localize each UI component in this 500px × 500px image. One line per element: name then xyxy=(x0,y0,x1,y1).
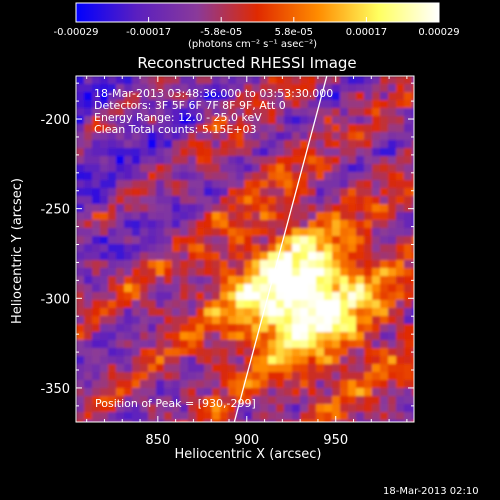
peak-position-label: Position of Peak = [930,-299] xyxy=(95,397,256,410)
x-tick-label: 850 xyxy=(145,433,170,448)
y-axis-label: Heliocentric Y (arcsec) xyxy=(10,178,25,324)
colorbar-ticks: -0.00029 -0.00017 -5.8e-05 5.8e-05 0.00017 0.… xyxy=(54,17,460,38)
colorbar-tick-label: -5.8e-05 xyxy=(200,27,242,38)
colorbar xyxy=(76,3,439,22)
annotation-energy-range: Energy Range: 12.0 - 25.0 keV xyxy=(94,111,262,124)
annotation-clean-counts: Clean Total counts: 5.15E+03 xyxy=(94,123,257,136)
x-tick-label: 950 xyxy=(323,433,348,448)
y-tick-label: -250 xyxy=(40,203,70,218)
colorbar-tick-label: 0.00017 xyxy=(346,27,387,38)
annotation-time-range: 18-Mar-2013 03:48:36.000 to 03:53:30.000 xyxy=(94,87,334,100)
colorbar-tick-label: -0.00017 xyxy=(126,27,171,38)
colorbar-frame xyxy=(75,2,440,23)
x-axis-ticks: 850 900 950 xyxy=(86,76,408,448)
colorbar-tick-label: 5.8e-05 xyxy=(275,27,313,38)
colorbar-tick-label: 0.00029 xyxy=(418,27,459,38)
colorbar-tick-label: -0.00029 xyxy=(54,27,99,38)
y-tick-label: -350 xyxy=(40,382,70,397)
y-axis-ticks: -200 -250 -300 -350 xyxy=(40,82,414,407)
y-tick-label: -200 xyxy=(40,113,70,128)
x-axis-label: Heliocentric X (arcsec) xyxy=(175,447,322,462)
x-tick-label: 900 xyxy=(234,433,259,448)
solar-limb-line xyxy=(233,76,328,422)
chart-title: Reconstructed RHESSI Image xyxy=(137,54,356,72)
annotation-detectors: Detectors: 3F 5F 6F 7F 8F 9F, Att 0 xyxy=(94,99,286,112)
heatmap-image xyxy=(76,76,414,422)
plot-frame xyxy=(75,75,415,423)
footer-timestamp: 18-Mar-2013 02:10 xyxy=(383,486,479,497)
colorbar-unit-label: (photons cm⁻² s⁻¹ asec⁻²) xyxy=(188,39,318,50)
y-tick-label: -300 xyxy=(40,292,70,307)
